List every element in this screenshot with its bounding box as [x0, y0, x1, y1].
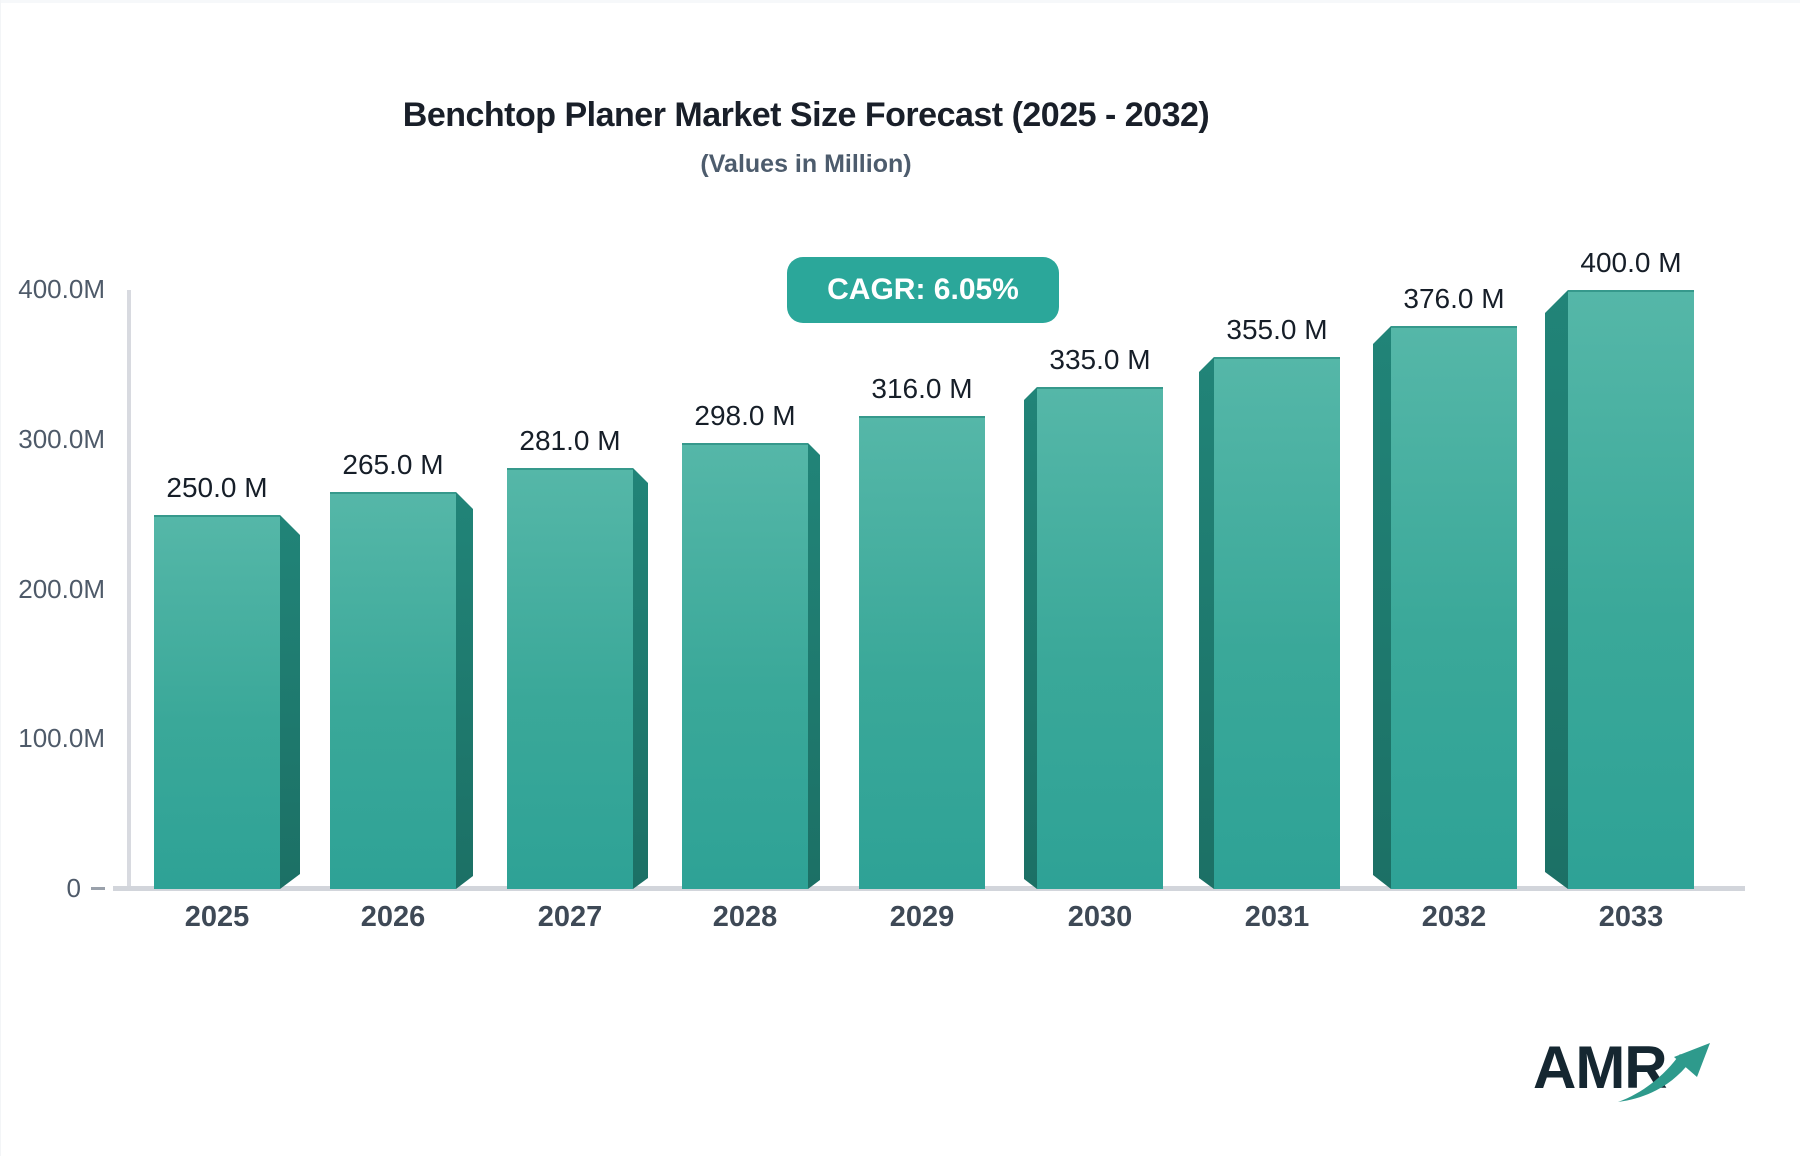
bar-front-face: [1214, 357, 1340, 889]
bar-2031: [1199, 357, 1340, 889]
x-axis-tick-label: 2027: [537, 901, 603, 933]
bar-2029: [859, 416, 985, 889]
bar-side-face: [1373, 326, 1391, 889]
growth-arrow-icon: [1618, 1043, 1710, 1102]
amr-logo-text: AMR: [1533, 1034, 1668, 1101]
bar-side-face: [280, 515, 300, 889]
bar-front-face: [1037, 387, 1163, 889]
bar-front-face: [682, 443, 808, 889]
bar-2033: [1545, 290, 1694, 889]
x-axis-tick-label: 2029: [889, 901, 955, 933]
bar-front-face: [859, 416, 985, 889]
bar-value-label: 355.0 M: [1226, 314, 1328, 345]
y-axis-tick-label: 0: [1, 871, 105, 905]
page-subtitle: (Values in Million): [700, 150, 912, 178]
y-axis-line: [127, 290, 131, 888]
bar-front-face: [330, 492, 456, 889]
x-axis-tick-label: 2026: [360, 901, 426, 933]
cagr-badge: CAGR: 6.05%: [787, 257, 1059, 323]
amr-logo: AMR: [1533, 1038, 1713, 1110]
bar-front-face: [507, 468, 633, 889]
bar-side-face: [1199, 357, 1214, 889]
page-edge-strip: [1, 0, 1800, 3]
bar-2028: [682, 443, 820, 889]
bar-2032: [1373, 326, 1517, 889]
bar-side-face: [1024, 387, 1037, 889]
bar-2030: [1024, 387, 1163, 889]
cagr-badge-label: CAGR: 6.05%: [827, 273, 1019, 306]
bar-value-label: 400.0 M: [1580, 247, 1682, 278]
bar-value-label: 281.0 M: [519, 425, 621, 456]
y-axis-tick-label: 200.0M: [18, 573, 105, 604]
y-axis-tick-label: 400.0M: [18, 274, 105, 304]
bar-side-face: [633, 468, 648, 889]
y-axis-tick-label: 300.0M: [18, 423, 105, 454]
bar-value-label: 376.0 M: [1403, 283, 1505, 314]
y-axis-tick-label: 100.0M: [18, 723, 105, 754]
bar-2025: [154, 515, 300, 889]
bar-side-face: [808, 443, 820, 889]
x-axis-tick-label: 2031: [1244, 901, 1310, 933]
bar-value-label: 335.0 M: [1049, 344, 1151, 375]
bar-value-label: 316.0 M: [871, 373, 973, 404]
bar-value-label: 250.0 M: [166, 472, 268, 503]
x-axis-tick-label: 2032: [1421, 901, 1487, 933]
bar-front-face: [1568, 290, 1694, 889]
x-axis-tick-label: 2028: [712, 901, 778, 933]
x-axis-tick-label: 2025: [184, 901, 250, 933]
page-title: Benchtop Planer Market Size Forecast (20…: [402, 96, 1210, 134]
bar-front-face: [154, 515, 280, 889]
bar-side-face: [456, 492, 473, 889]
bar-value-label: 298.0 M: [694, 400, 796, 431]
bar-2027: [507, 468, 648, 889]
bar-side-face: [1545, 290, 1568, 889]
bar-value-label: 265.0 M: [342, 449, 444, 480]
x-axis-tick-label: 2033: [1598, 901, 1664, 933]
zero-tick-mark: [91, 886, 105, 890]
x-axis-tick-label: 2030: [1067, 901, 1133, 933]
bar-2026: [330, 492, 473, 889]
bar-front-face: [1391, 326, 1517, 889]
